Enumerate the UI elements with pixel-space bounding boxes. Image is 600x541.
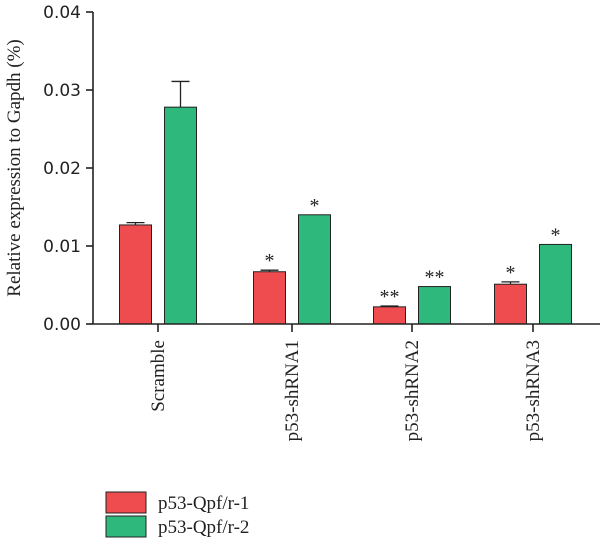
y-tick-label: 0.02 (43, 159, 81, 179)
y-tick-label: 0.01 (43, 237, 81, 257)
significance-marker: ** (425, 267, 445, 289)
bar (253, 271, 286, 325)
y-tick-label: 0.00 (43, 315, 81, 335)
legend-swatch (105, 491, 147, 514)
bar (164, 106, 197, 325)
significance-marker: ** (380, 286, 400, 308)
legend-label: p53-Qpf/r-1 (158, 493, 249, 514)
bar (119, 224, 152, 325)
y-tick-label: 0.03 (43, 81, 81, 101)
significance-marker: * (310, 195, 320, 217)
x-tick-label: Scramble (148, 340, 169, 412)
y-axis-title: Relative expression to Gapdh (%) (4, 39, 25, 296)
significance-marker: * (551, 224, 561, 246)
bar (298, 214, 331, 325)
legend-swatch (105, 515, 147, 538)
bar (418, 286, 451, 325)
bar (373, 306, 406, 325)
x-tick-label: p53-shRNA3 (523, 340, 544, 441)
bar (539, 243, 572, 325)
plot-area: 0.000.010.020.030.04********Scramble p53-… (43, 3, 600, 441)
legend: p53-Qpf/r-1 p53-Qpf/r-2 (105, 491, 249, 538)
y-tick-label: 0.04 (43, 3, 81, 23)
bar (494, 283, 527, 325)
significance-marker: * (265, 250, 275, 272)
legend-label: p53-Qpf/r-2 (158, 517, 249, 538)
significance-marker: * (506, 262, 516, 284)
x-tick-label: p53-shRNA1 (282, 340, 303, 441)
x-tick-label: p53-shRNA2 (402, 340, 423, 441)
